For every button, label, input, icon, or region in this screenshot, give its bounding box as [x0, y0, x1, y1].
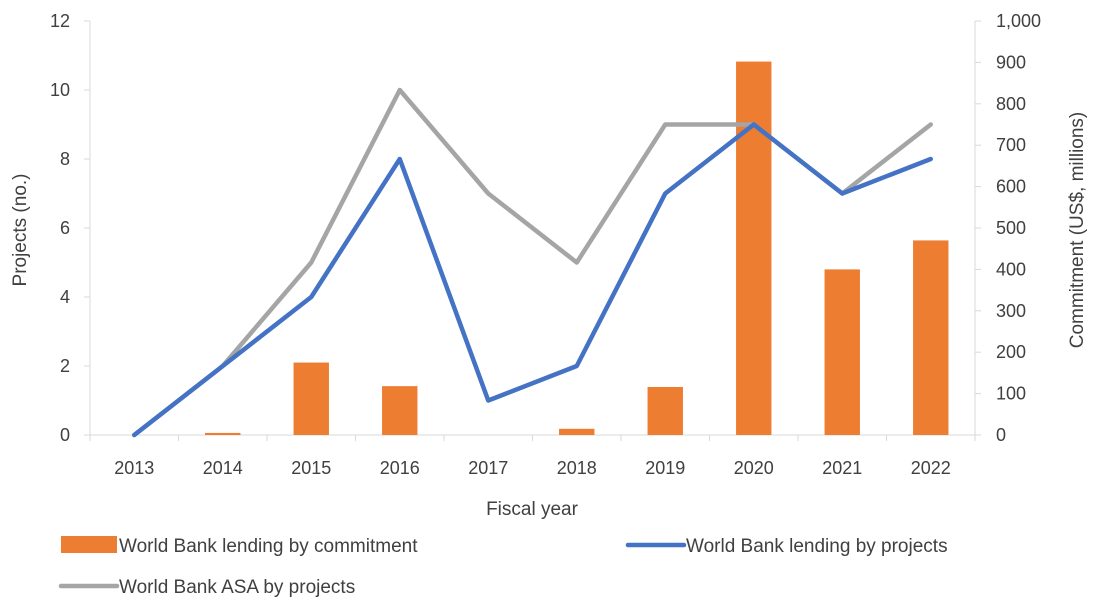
bar [736, 61, 772, 436]
y-right-tick-label: 700 [996, 135, 1026, 155]
bar [559, 428, 595, 435]
y-right-tick-label: 500 [996, 218, 1026, 238]
y-left-tick-label: 0 [60, 425, 70, 445]
y-left-tick-label: 6 [60, 218, 70, 238]
y-right-tick-label: 900 [996, 52, 1026, 72]
x-tick-label: 2018 [557, 458, 597, 478]
y-left-tick-label: 12 [50, 11, 70, 31]
legend: World Bank lending by commitment World Ba… [58, 536, 948, 598]
y-right-tick-label: 1,000 [996, 11, 1041, 31]
bar [647, 386, 683, 435]
x-tick-label: 2017 [468, 458, 508, 478]
x-tick-label: 2013 [114, 458, 154, 478]
y-right-tick-label: 600 [996, 177, 1026, 197]
x-tick-label: 2015 [291, 458, 331, 478]
legend-label: World Bank lending by projects [686, 536, 948, 557]
y-right-tick-label: 0 [996, 425, 1006, 445]
x-tick-label: 2016 [380, 458, 420, 478]
x-tick-label: 2019 [645, 458, 685, 478]
line-series [132, 87, 933, 438]
y-axis-right: 0 100 200 300 400 500 600 700 800 900 1,000 [974, 11, 1041, 445]
bar [205, 432, 241, 435]
x-tick-label: 2020 [734, 458, 774, 478]
y-right-tick-label: 800 [996, 94, 1026, 114]
bar [293, 362, 329, 435]
x-tick-label: 2021 [822, 458, 862, 478]
legend-swatch [61, 536, 117, 553]
y-right-tick-label: 400 [996, 259, 1026, 279]
legend-label: World Bank lending by commitment [119, 536, 418, 557]
y-right-tick-label: 200 [996, 342, 1026, 362]
x-tick-label: 2014 [203, 458, 243, 478]
bar [382, 386, 418, 435]
y-right-tick-label: 100 [996, 384, 1026, 404]
y-right-tick-label: 300 [996, 301, 1026, 321]
y-left-tick-label: 2 [60, 356, 70, 376]
x-axis: 2013 2014 2015 2016 2017 2018 2019 2020 2021 2022 [89, 434, 976, 478]
legend-label: World Bank ASA by projects [119, 577, 355, 598]
y-left-tick-label: 8 [60, 149, 70, 169]
y-left-tick-label: 4 [60, 287, 70, 307]
y-axis-left-title: Projects (no.) [10, 174, 31, 287]
bar [913, 240, 949, 435]
y-axis-right-title: Commitment (US$, millions) [1067, 112, 1088, 348]
bar [824, 269, 860, 435]
series-line [132, 122, 933, 438]
x-axis-title: Fiscal year [486, 499, 579, 520]
y-axis-left: 0 2 4 6 8 10 12 [50, 11, 91, 445]
x-tick-label: 2022 [911, 458, 951, 478]
y-left-tick-label: 10 [50, 80, 70, 100]
